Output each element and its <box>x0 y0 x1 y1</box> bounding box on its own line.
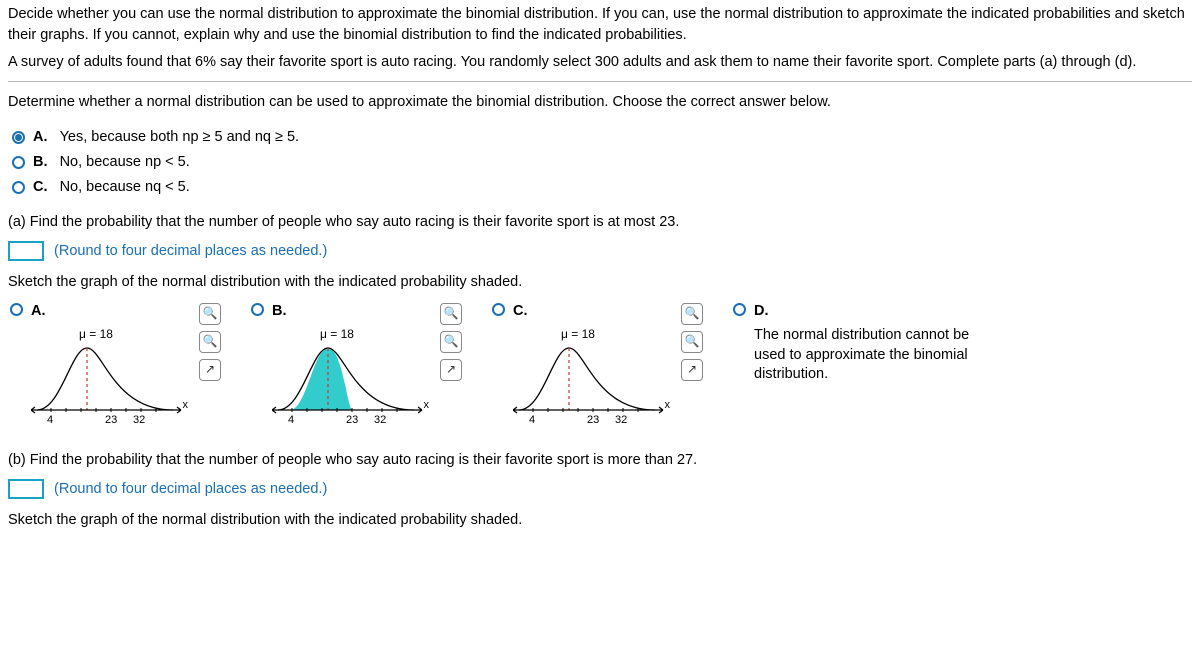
choice-letter-a: A. <box>33 129 48 145</box>
graph-label-b: B. <box>272 301 432 322</box>
choice-text-a: Yes, because both np ≥ 5 and nq ≥ 5. <box>60 129 300 145</box>
choice-text-c: No, because nq < 5. <box>60 179 190 195</box>
expand-icon[interactable]: ↗ <box>440 359 462 381</box>
radio-graph-d[interactable] <box>733 303 746 316</box>
expand-icon[interactable]: ↗ <box>681 359 703 381</box>
svg-text:23: 23 <box>587 414 599 426</box>
radio-graph-b[interactable] <box>251 303 264 316</box>
svg-text:23: 23 <box>346 414 358 426</box>
choice-b[interactable]: B. No, because np < 5. <box>8 152 1192 173</box>
part-b-prompt: (b) Find the probability that the number… <box>8 450 1192 471</box>
hint-a: (Round to four decimal places as needed.… <box>54 243 327 259</box>
divider <box>8 81 1192 82</box>
expand-icon[interactable]: ↗ <box>199 359 221 381</box>
mu-label-b: μ = 18 <box>320 326 354 343</box>
x-label-c: x <box>665 398 671 414</box>
graph-b: μ = 18 4 23 32 x <box>272 326 432 436</box>
graph-opt-d[interactable]: D. The normal distribution cannot be use… <box>733 301 1004 436</box>
graph-label-d: D. <box>754 301 1004 322</box>
zoom-out-icon[interactable]: 🔍 <box>199 331 221 353</box>
graph-a: μ = 18 4 23 32 x <box>31 326 191 436</box>
instruction-2: A survey of adults found that 6% say the… <box>8 52 1192 73</box>
x-label-a: x <box>183 398 189 414</box>
svg-text:32: 32 <box>615 414 627 426</box>
graph-options-row: A. μ = 18 4 23 32 x 🔍 🔍 ↗ <box>10 301 1192 436</box>
choice-letter-c: C. <box>33 179 48 195</box>
hint-b: (Round to four decimal places as needed.… <box>54 481 327 497</box>
mu-label-c: μ = 18 <box>561 326 595 343</box>
part-a-prompt: (a) Find the probability that the number… <box>8 212 1192 233</box>
sketch-prompt-b: Sketch the graph of the normal distribut… <box>8 510 1192 531</box>
zoom-out-icon[interactable]: 🔍 <box>440 331 462 353</box>
choice-text-b: No, because np < 5. <box>60 154 190 170</box>
zoom-in-icon[interactable]: 🔍 <box>681 303 703 325</box>
choice-letter-b: B. <box>33 154 48 170</box>
graph-label-a: A. <box>31 301 191 322</box>
svg-text:4: 4 <box>47 414 53 426</box>
radio-graph-c[interactable] <box>492 303 505 316</box>
svg-text:23: 23 <box>105 414 117 426</box>
mu-label-a: μ = 18 <box>79 326 113 343</box>
answer-input-b[interactable] <box>8 479 44 499</box>
sketch-prompt-a: Sketch the graph of the normal distribut… <box>8 272 1192 293</box>
x-label-b: x <box>424 398 430 414</box>
graph-d-text: The normal distribution cannot be used t… <box>754 326 1004 385</box>
radio-graph-a[interactable] <box>10 303 23 316</box>
choice-c[interactable]: C. No, because nq < 5. <box>8 177 1192 198</box>
graph-label-c: C. <box>513 301 673 322</box>
radio-b[interactable] <box>12 156 25 169</box>
svg-text:32: 32 <box>374 414 386 426</box>
graph-opt-b[interactable]: B. μ = 18 4 23 32 x 🔍 🔍 ↗ <box>251 301 462 436</box>
svg-text:32: 32 <box>133 414 145 426</box>
q1-prompt: Determine whether a normal distribution … <box>8 92 1192 113</box>
svg-text:4: 4 <box>288 414 294 426</box>
radio-c[interactable] <box>12 181 25 194</box>
graph-c: μ = 18 4 23 32 x <box>513 326 673 436</box>
svg-text:4: 4 <box>529 414 535 426</box>
zoom-out-icon[interactable]: 🔍 <box>681 331 703 353</box>
graph-opt-c[interactable]: C. μ = 18 4 23 32 x 🔍 🔍 ↗ <box>492 301 703 436</box>
instruction-1: Decide whether you can use the normal di… <box>8 4 1192 46</box>
choice-a[interactable]: A. Yes, because both np ≥ 5 and nq ≥ 5. <box>8 127 1192 148</box>
radio-a[interactable] <box>12 131 25 144</box>
graph-opt-a[interactable]: A. μ = 18 4 23 32 x 🔍 🔍 ↗ <box>10 301 221 436</box>
zoom-in-icon[interactable]: 🔍 <box>440 303 462 325</box>
zoom-in-icon[interactable]: 🔍 <box>199 303 221 325</box>
answer-input-a[interactable] <box>8 241 44 261</box>
